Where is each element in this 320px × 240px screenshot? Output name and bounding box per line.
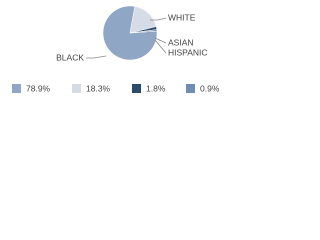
pie-slice <box>129 29 158 34</box>
slice-label: WHITE <box>168 12 196 22</box>
slice-label: ASIAN <box>168 37 194 47</box>
slice-label: BLACK <box>56 52 84 62</box>
legend-swatch <box>186 84 195 93</box>
pie <box>102 5 158 61</box>
legend-label: 0.9% <box>200 83 220 93</box>
leader-line <box>154 39 167 54</box>
leader-line <box>150 17 167 21</box>
leader-line <box>86 55 107 59</box>
legend-swatch <box>132 84 141 93</box>
slice-label: HISPANIC <box>168 47 208 57</box>
page: {"chart_data": {"type": "pie", "categori… <box>0 0 320 100</box>
legend-label: 78.9% <box>26 83 51 93</box>
leader-line <box>154 37 167 44</box>
legend-label: 1.8% <box>146 83 166 93</box>
legend-swatch <box>72 84 81 93</box>
legend-swatch <box>12 84 21 93</box>
legend-label: 18.3% <box>86 83 111 93</box>
